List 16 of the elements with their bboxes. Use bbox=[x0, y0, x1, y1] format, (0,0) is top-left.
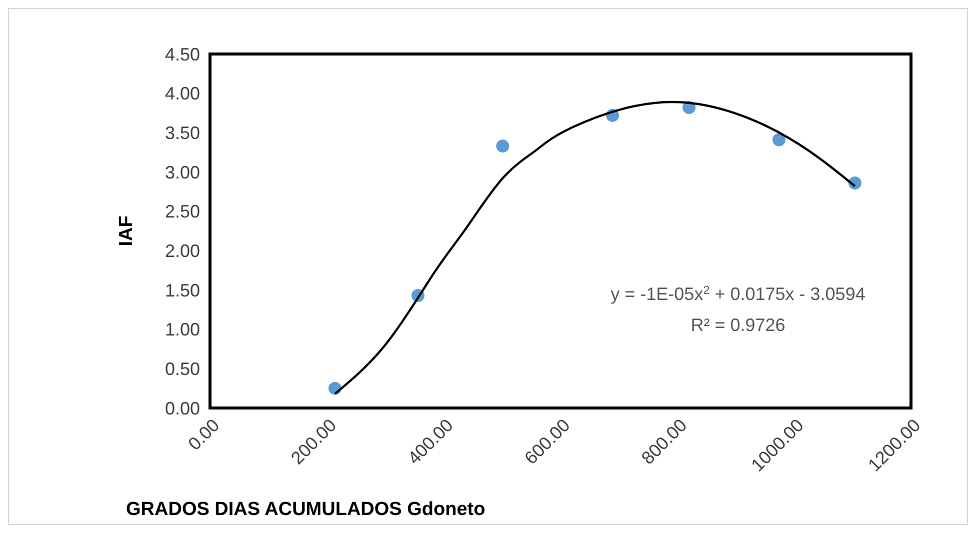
annotation: R² = 0.9726 bbox=[690, 315, 786, 335]
y-tick-label: 4.00 bbox=[164, 84, 200, 104]
y-tick-label: 0.00 bbox=[164, 398, 200, 418]
y-tick-label: 3.00 bbox=[164, 162, 200, 182]
y-tick-label: 3.50 bbox=[164, 122, 200, 143]
y-tick-label: 2.00 bbox=[164, 240, 200, 261]
y-tick-label: 2.50 bbox=[164, 202, 200, 222]
x-axis-title: GRADOS DIAS ACUMULADOS Gdoneto bbox=[126, 499, 486, 520]
y-tick-label: 1.50 bbox=[164, 280, 200, 300]
y-axis-title: IAF bbox=[116, 216, 137, 246]
y-tick-label: 1.00 bbox=[164, 320, 200, 340]
point bbox=[772, 133, 786, 146]
y-tick-label: 0.50 bbox=[164, 358, 200, 379]
annotation: y = -1E-05x$^{2}$ + 0.0175x - 3.0594 bbox=[610, 284, 866, 304]
point bbox=[496, 140, 510, 153]
y-tick-label: 4.50 bbox=[164, 44, 200, 64]
